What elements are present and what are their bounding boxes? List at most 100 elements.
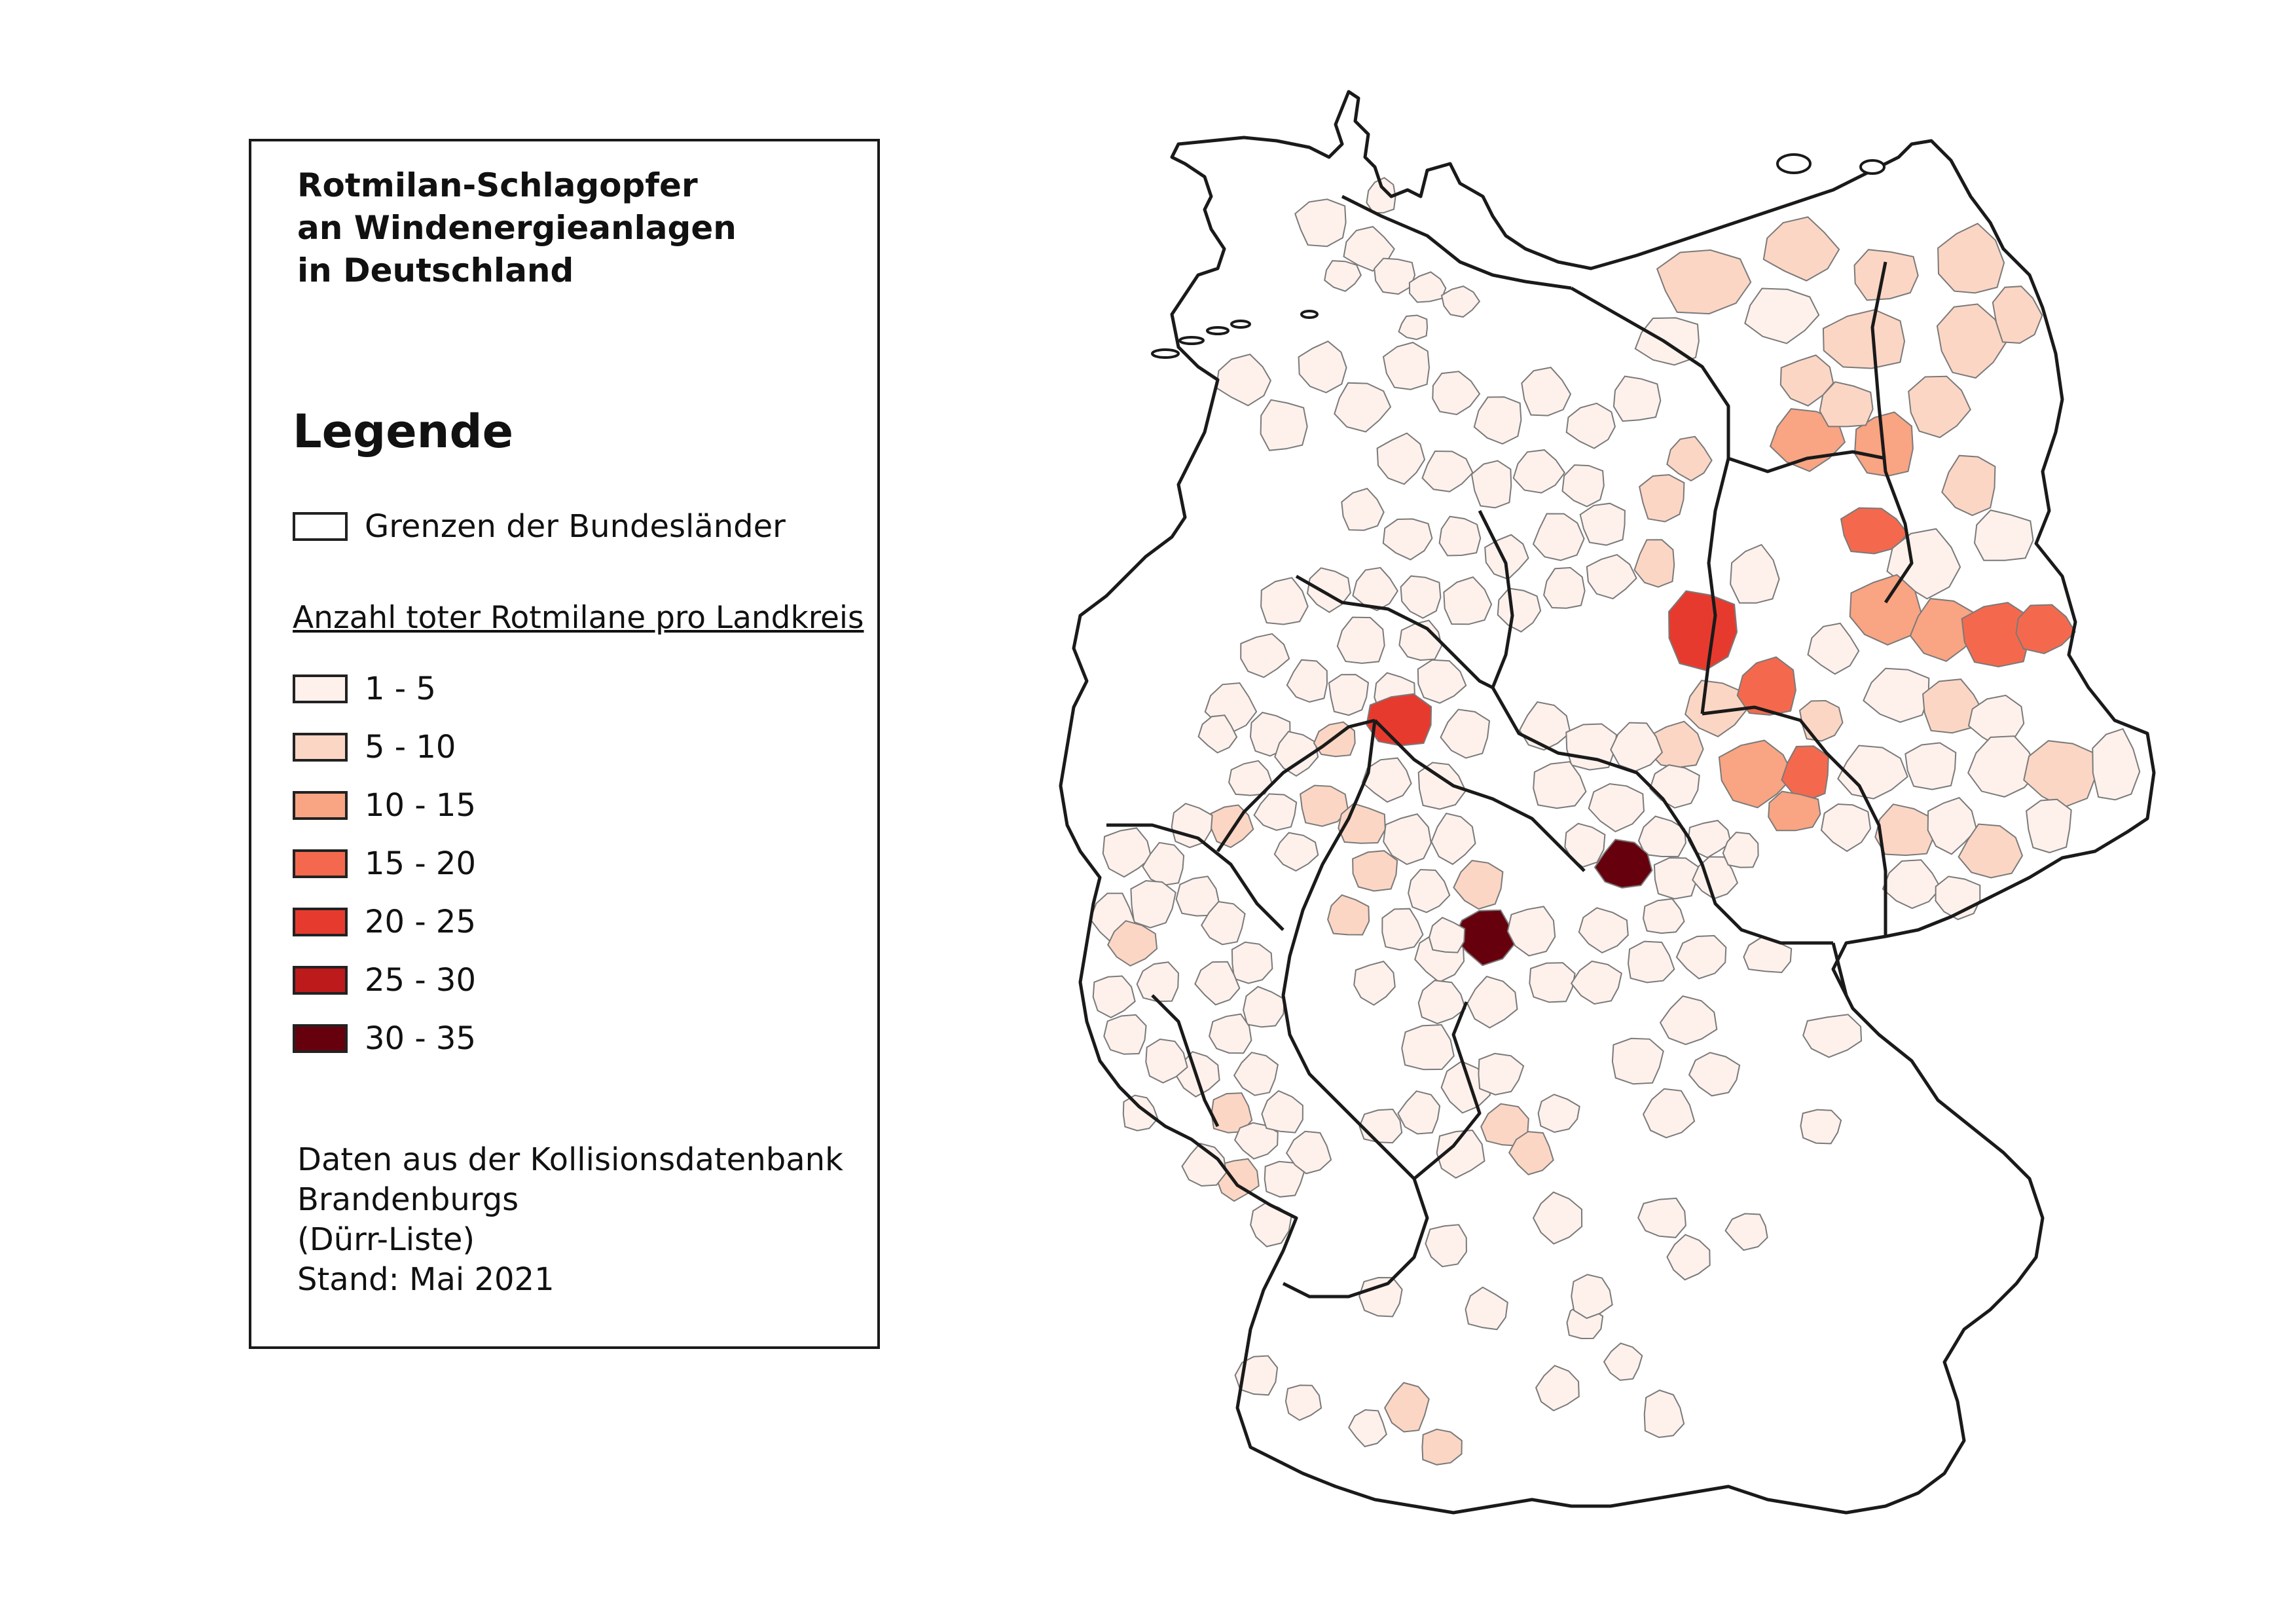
district-polygon [1656,249,1752,315]
state-border [1478,509,1833,945]
source-line: (Dürr-Liste) [297,1221,475,1258]
map-title-line: in Deutschland [297,251,574,289]
district-polygon [1298,341,1347,394]
legend-class-row: 15 - 20 [293,845,476,882]
district-polygon [1285,1130,1332,1175]
district-polygon [1328,674,1370,716]
district-polygon [1334,382,1392,433]
district-polygon [1324,260,1362,292]
legend-swatch [293,908,348,936]
district-polygon [1430,812,1476,865]
source-line: Stand: Mai 2021 [297,1261,555,1298]
district-polygon [1092,975,1136,1019]
legend-heading: Legende [293,405,514,458]
district-polygon [1666,435,1713,482]
district-polygon [1201,900,1246,946]
legend-swatch [293,1024,348,1053]
district-polygon [1274,730,1319,777]
state-border [1870,261,1914,604]
district-polygon [1659,995,1718,1045]
district-polygon [1240,633,1290,678]
district-polygon [1211,1092,1253,1134]
district-polygon [1175,876,1220,917]
state-border [1295,574,1494,690]
district-polygon [1480,1103,1529,1147]
legend-class-row: 1 - 5 [293,671,436,707]
district-polygon [1348,1409,1387,1448]
source-line: Brandenburgs [297,1181,519,1218]
district-polygon [1261,1090,1303,1134]
district-polygon [1570,960,1622,1005]
district-polygon [1642,898,1685,934]
district-polygon [1294,198,1347,248]
legend-class-label: 10 - 15 [365,787,476,824]
district-polygon [1233,1052,1279,1096]
germany-choropleth-map [1059,90,2156,1515]
district-polygon [1383,1382,1430,1433]
district-polygon [1633,539,1675,588]
district-polygon [1286,659,1328,703]
district-polygon [1358,1108,1403,1144]
district-polygon [1432,371,1481,416]
district-polygon [1273,832,1319,872]
district-polygon [1440,709,1491,759]
state-border [1151,994,1220,1128]
state-border [1831,942,1848,996]
district-polygon [1603,1342,1643,1381]
legend-class-label: 20 - 25 [365,904,476,940]
state-border [1374,719,1586,872]
map-title: Rotmilan-Schlagopfer an Windenergieanlag… [297,164,737,292]
state-border [1106,823,1285,931]
district-polygon [1886,528,1961,600]
district-polygon [1807,622,1860,675]
state-border [1281,720,1429,1299]
district-polygon [1376,432,1426,485]
district-polygon [1421,1428,1463,1466]
district-polygon [1666,1234,1711,1281]
state-border [1413,1001,1482,1180]
district-polygon [1400,575,1442,619]
district-polygon [1941,454,1996,517]
district-polygon [1465,1286,1508,1331]
legend-swatch [293,674,348,703]
district-polygon [1675,934,1727,980]
district-polygon [1122,1094,1159,1132]
district-polygon [1374,257,1416,295]
legend-swatch [293,849,348,878]
district-polygon [1408,868,1451,913]
district-polygon [1521,367,1572,416]
legend-class-row: 20 - 25 [293,904,476,940]
district-polygon [1443,576,1493,625]
district-polygon [1571,1274,1613,1320]
legend-class-row: 10 - 15 [293,787,476,824]
district-polygon [1627,940,1675,984]
island [1206,326,1230,335]
district-polygon [1532,513,1585,561]
district-polygon [1937,223,2005,294]
district-polygon [1508,1131,1554,1175]
district-polygon [2026,798,2072,854]
district-polygon [1565,402,1616,449]
district-polygon [1194,961,1241,1006]
district-polygon [1383,813,1432,865]
district-polygon [1532,1191,1583,1245]
district-polygon [1561,464,1605,507]
district-polygon [1366,177,1396,213]
district-polygon [1438,515,1482,557]
district-polygon [1512,449,1566,494]
district-polygon [1467,976,1518,1029]
island [1230,320,1251,329]
district-polygon [1687,819,1732,858]
district-polygon [1820,803,1872,853]
legend-swatch [293,966,348,995]
district-polygon [1909,598,1980,662]
district-polygon [1228,760,1273,796]
state-border [1702,705,1887,936]
state-border [1728,450,1886,473]
district-polygon [1352,850,1398,892]
district-polygon [1408,271,1447,303]
island [1859,159,1886,175]
district-polygon [1908,375,1971,439]
map-title-line: an Windenergieanlagen [297,209,737,247]
district-polygon [1973,509,2034,561]
